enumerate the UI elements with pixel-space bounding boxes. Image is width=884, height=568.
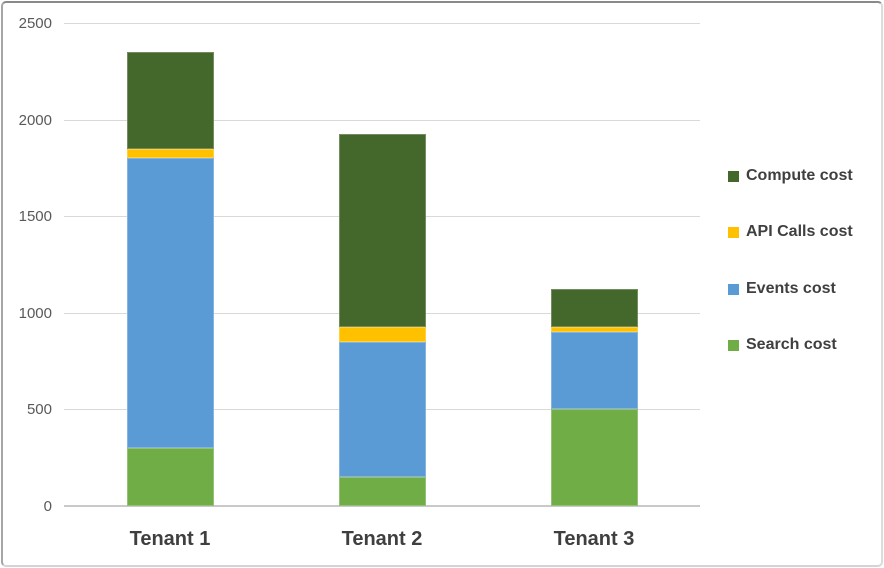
gridline-2500 xyxy=(64,23,700,24)
x-axis-category-label-tenant-1: Tenant 1 xyxy=(129,528,211,550)
bar-segment-api-calls-cost-tenant-1 xyxy=(126,148,214,159)
bar-segment-api-calls-cost-tenant-3 xyxy=(550,327,638,333)
legend-swatch-icon-api-calls-cost xyxy=(728,226,739,238)
legend-item-search-cost: Search cost xyxy=(728,336,837,354)
x-axis-line xyxy=(64,505,700,507)
y-axis-tick-label-0: 0 xyxy=(43,498,52,515)
x-axis-category-label-tenant-2: Tenant 2 xyxy=(341,528,423,550)
legend-swatch-icon-events-cost xyxy=(728,283,739,295)
legend-item-api-calls-cost: API Calls cost xyxy=(728,223,853,241)
y-axis-tick-label-2000: 2000 xyxy=(18,111,52,129)
bar-segment-api-calls-cost-tenant-2 xyxy=(338,327,426,342)
legend-label-search-cost: Search cost xyxy=(746,336,837,353)
bar-segment-events-cost-tenant-2 xyxy=(338,341,426,477)
gridline-2000 xyxy=(64,119,700,121)
y-axis-tick-label-1000: 1000 xyxy=(18,304,52,322)
legend-item-events-cost: Events cost xyxy=(728,280,836,298)
legend-label-compute-cost: Compute cost xyxy=(746,167,853,184)
bar-segment-events-cost-tenant-1 xyxy=(126,158,214,449)
y-axis-tick-label-500: 500 xyxy=(26,401,52,419)
bar-segment-search-cost-tenant-1 xyxy=(126,448,214,506)
bar-segment-search-cost-tenant-2 xyxy=(338,477,426,506)
legend-label-api-calls-cost: API Calls cost xyxy=(746,223,853,240)
x-axis-category-label-tenant-3: Tenant 3 xyxy=(553,528,635,550)
bar-segment-compute-cost-tenant-3 xyxy=(550,288,638,328)
legend-swatch-icon-search-cost xyxy=(728,339,739,351)
bar-segment-compute-cost-tenant-1 xyxy=(126,51,214,149)
bar-segment-events-cost-tenant-3 xyxy=(550,332,638,410)
bar-segment-compute-cost-tenant-2 xyxy=(338,134,426,328)
y-axis-tick-label-1500: 1500 xyxy=(18,208,52,226)
legend-swatch-icon-compute-cost xyxy=(728,170,739,182)
legend-item-compute-cost: Compute cost xyxy=(728,167,853,185)
bar-segment-search-cost-tenant-3 xyxy=(550,409,638,506)
legend-label-events-cost: Events cost xyxy=(746,280,836,297)
y-axis-tick-label-2500: 2500 xyxy=(18,15,52,32)
